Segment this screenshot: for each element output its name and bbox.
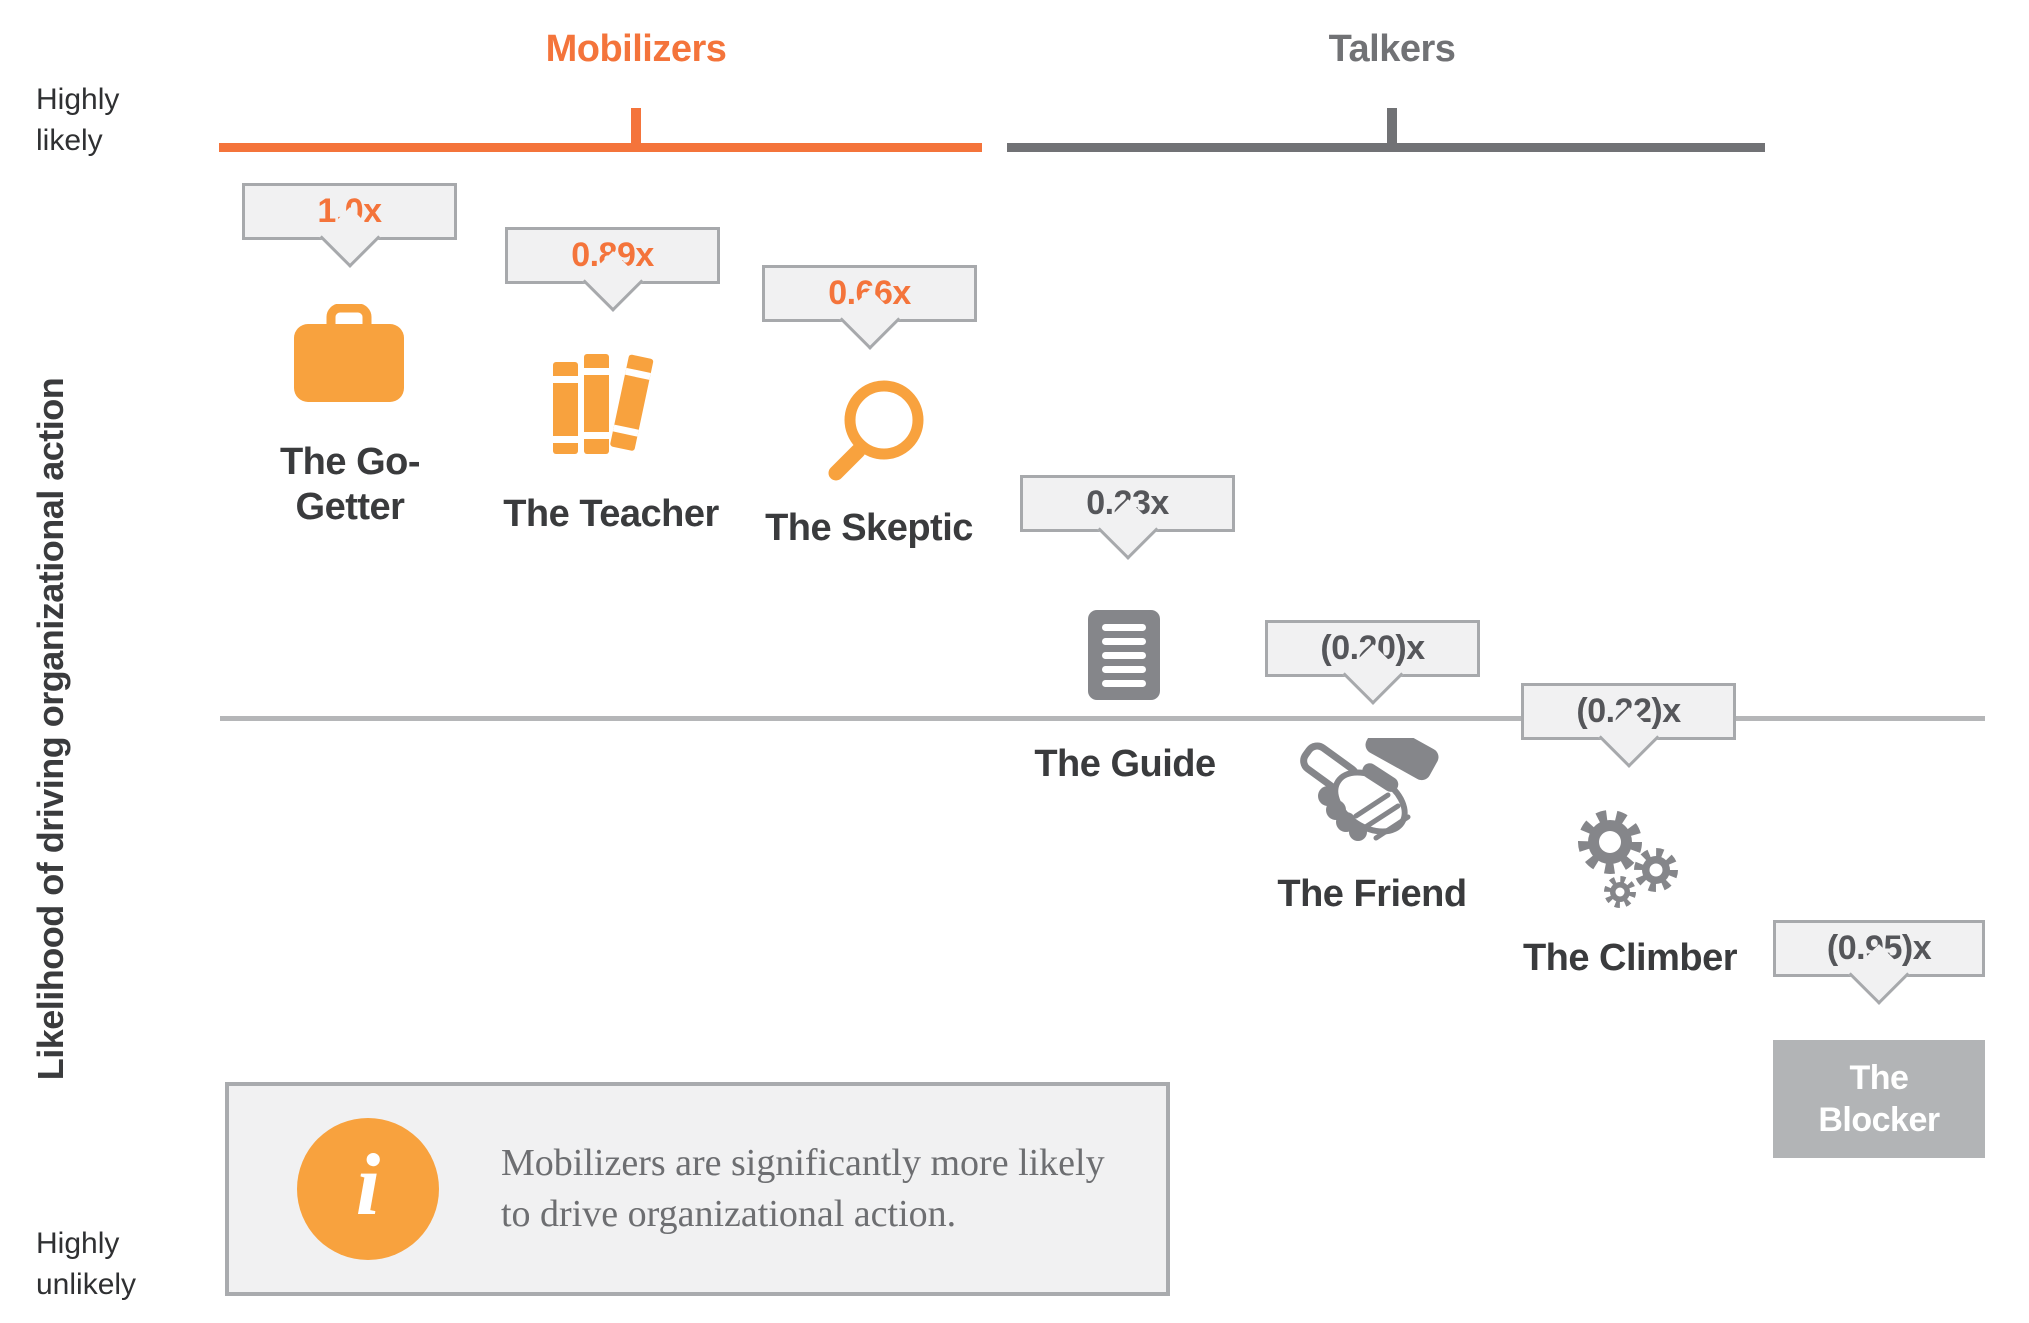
skeptic-multiplier-badge: 0.66x — [762, 265, 977, 350]
mobilizers-bracket-tick — [631, 108, 641, 152]
climber-multiplier-badge: (0.22)x — [1521, 683, 1736, 768]
talkers-bracket-line — [1007, 143, 1765, 152]
skeptic-name: The Skeptic — [765, 507, 973, 549]
friend-multiplier-badge: (0.20)x — [1265, 620, 1480, 705]
mobilizers-header: Mobilizers — [545, 28, 727, 70]
info-icon-glyph: i — [355, 1136, 381, 1234]
gear-large — [1578, 810, 1642, 874]
y-axis-label: Likelihood of driving organizational act… — [30, 377, 71, 1081]
teacher-name: The Teacher — [503, 493, 719, 535]
teacher-multiplier-badge: 0.89x — [505, 227, 720, 312]
briefcase-icon — [294, 304, 404, 402]
go-getter-multiplier-badge: 1.0x — [242, 183, 457, 268]
gear-small — [1604, 876, 1636, 908]
mobilizers-bracket-line — [219, 143, 982, 152]
books-icon — [553, 354, 654, 454]
note-text: Mobilizers are significantly more likely… — [501, 1141, 1105, 1235]
blocker-name: The Blocker — [1818, 1058, 1940, 1140]
guide-multiplier-badge: 0.23x — [1020, 475, 1235, 560]
axis-bottom-label: Highly unlikely — [36, 1227, 137, 1301]
go-getter-name: The Go-Getter — [279, 441, 421, 528]
friend-name: The Friend — [1277, 873, 1467, 915]
talkers-header: Talkers — [1328, 28, 1456, 70]
magnifier-icon — [828, 380, 924, 481]
gears-icon — [1578, 810, 1678, 908]
climber-name: The Climber — [1522, 937, 1738, 979]
document-icon — [1088, 610, 1160, 700]
gear-medium — [1634, 848, 1678, 892]
info-icon: i — [297, 1118, 439, 1260]
blocker-multiplier-badge: (0.95)x — [1773, 920, 1985, 1005]
info-note: i Mobilizers are significantly more like… — [225, 1082, 1170, 1296]
axis-top-label: Highly likely — [36, 83, 120, 157]
talkers-bracket-tick — [1387, 108, 1397, 152]
handshake-icon — [1300, 738, 1439, 841]
zero-baseline — [220, 716, 1985, 721]
guide-name: The Guide — [1034, 743, 1216, 785]
blocker-box: The Blocker — [1773, 1040, 1985, 1158]
